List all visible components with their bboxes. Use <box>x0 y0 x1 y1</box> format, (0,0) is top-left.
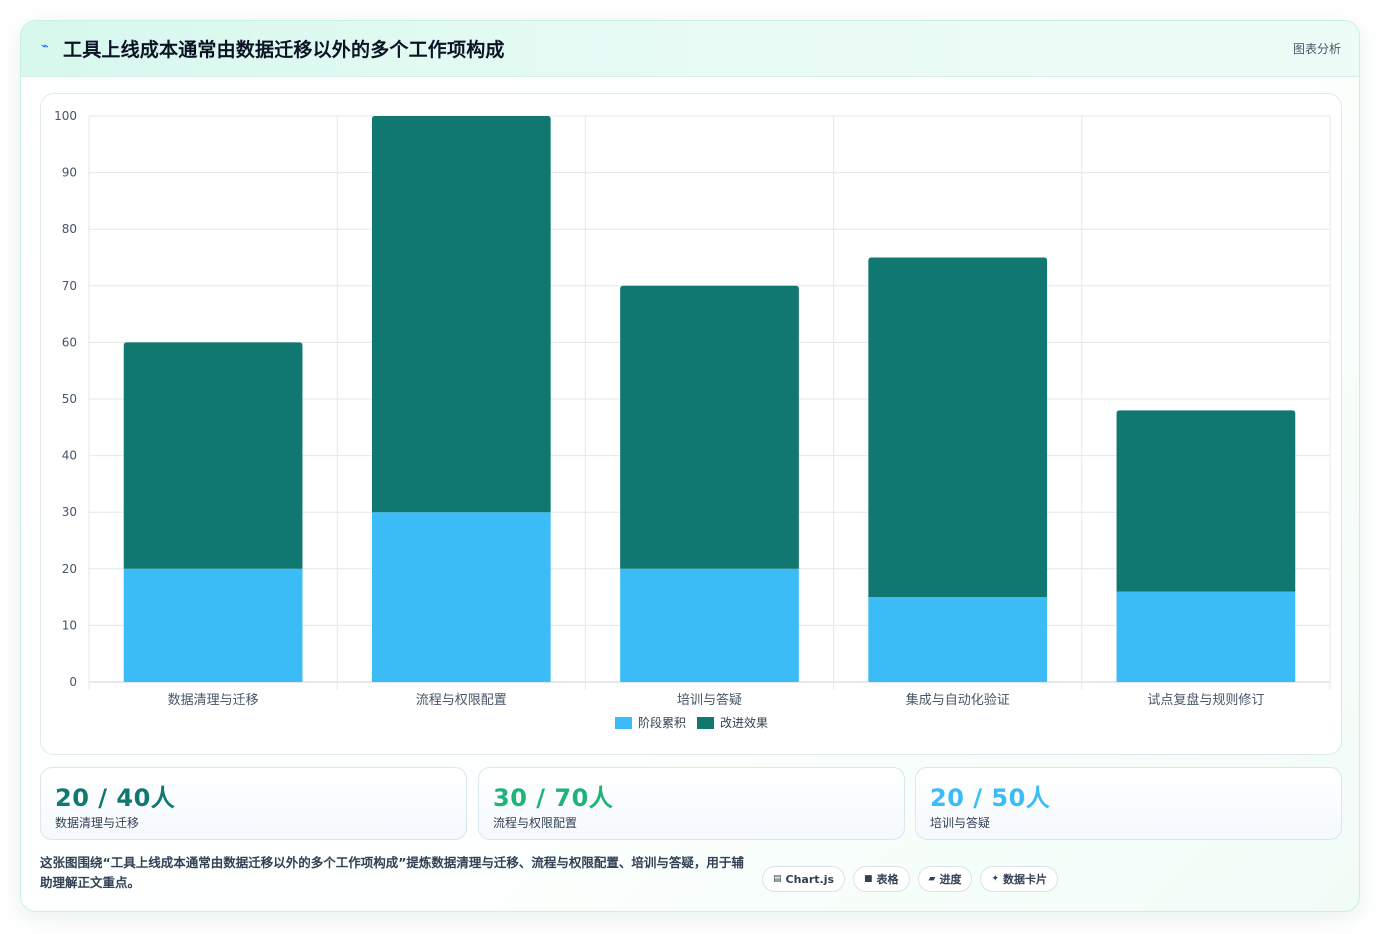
legend-label: 改进效果 <box>720 715 768 730</box>
stat-label-1: 数据清理与迁移 <box>55 816 140 830</box>
legend-label: 阶段累积 <box>638 715 686 730</box>
legend-swatch <box>697 717 714 729</box>
card-header: ⌁ 工具上线成本通常由数据迁移以外的多个工作项构成 图表分析 <box>21 21 1359 77</box>
chip-chartjs[interactable]: ▤ Chart.js <box>762 866 846 892</box>
stat-card-2: 30 / 70人 流程与权限配置 <box>478 767 905 840</box>
chart-card: ⌁ 工具上线成本通常由数据迁移以外的多个工作项构成 图表分析 0 10 20 30 40… <box>20 20 1360 912</box>
x-tick-label: 试点复盘与规则修订 <box>1147 692 1264 708</box>
y-tick-label: 0 <box>69 675 77 689</box>
y-tick-label: 70 <box>62 279 77 293</box>
stacked-bar-chart: 0 10 20 30 40 50 60 70 80 90 100 数据清理与迁移 流程与权限配置 培训与答… <box>54 109 1331 730</box>
y-tick-label: 30 <box>62 505 77 519</box>
y-tick-label: 60 <box>62 335 77 349</box>
stat-label-3: 培训与答疑 <box>930 816 991 830</box>
x-tick-label: 培训与答疑 <box>677 692 742 708</box>
legend-swatch <box>615 717 632 729</box>
x-tick-label: 数据清理与迁移 <box>168 693 259 708</box>
card-title: 工具上线成本通常由数据迁移以外的多个工作项构成 <box>63 39 505 61</box>
stat-label-2: 流程与权限配置 <box>493 816 578 830</box>
chip-progress[interactable]: ▰ 进度 <box>917 866 973 892</box>
bar-stage-3 <box>620 568 799 682</box>
chip-data-card[interactable]: ✦ 数据卡片 <box>980 866 1059 892</box>
y-tick-label: 10 <box>62 618 77 632</box>
sparkle-icon: ✦ <box>991 874 1000 884</box>
stat-card-1: 20 / 40人 数据清理与迁移 <box>40 767 467 840</box>
feature-chips: ▤ Chart.js ■ 表格 ▰ 进度 ✦ 数据卡片 <box>762 866 1059 894</box>
chip-label: 数据卡片 <box>1003 873 1048 886</box>
progress-icon: ▰ <box>928 874 936 884</box>
bar-stage-1 <box>123 568 303 682</box>
stat-value-2: 30 / 70人 <box>493 784 614 812</box>
y-tick-label: 20 <box>62 562 77 576</box>
y-tick-label: 90 <box>62 166 77 180</box>
x-tick-label: 流程与权限配置 <box>416 692 507 708</box>
chart-icon: ▤ <box>773 874 782 884</box>
y-tick-label: 50 <box>62 392 77 406</box>
x-tick-label: 集成与自动化验证 <box>906 692 1010 708</box>
chip-table[interactable]: ■ 表格 <box>853 866 910 892</box>
stat-value-3: 20 / 50人 <box>930 784 1051 812</box>
chip-label: 表格 <box>876 873 899 886</box>
y-tick-label: 40 <box>62 449 77 463</box>
chart-spark-icon: ⌁ <box>41 39 49 54</box>
y-tick-label: 80 <box>62 222 77 236</box>
bar-effect-2 <box>371 116 551 513</box>
chip-label: 进度 <box>939 873 962 886</box>
bar-stage-2 <box>371 512 551 682</box>
bar-effect-4 <box>868 257 1048 598</box>
bar-effect-5 <box>1116 410 1296 592</box>
chart-panel: 0 10 20 30 40 50 60 70 80 90 100 数据清理与迁移 流程与权限配置 培训与答… <box>40 93 1342 755</box>
stat-card-3: 20 / 50人 培训与答疑 <box>915 767 1342 840</box>
bar-stage-5 <box>1116 591 1296 682</box>
table-icon: ■ <box>864 874 873 884</box>
chart-description: 这张图围绕“工具上线成本通常由数据迁移以外的多个工作项构成”提炼数据清理与迁移、… <box>40 855 744 890</box>
y-tick-label: 100 <box>54 109 77 123</box>
bar-effect-1 <box>123 342 303 569</box>
stat-value-1: 20 / 40人 <box>55 784 176 812</box>
bar-effect-3 <box>620 285 799 569</box>
header-tag: 图表分析 <box>1292 42 1341 56</box>
chip-label: Chart.js <box>785 872 835 886</box>
bar-stage-4 <box>868 597 1048 682</box>
